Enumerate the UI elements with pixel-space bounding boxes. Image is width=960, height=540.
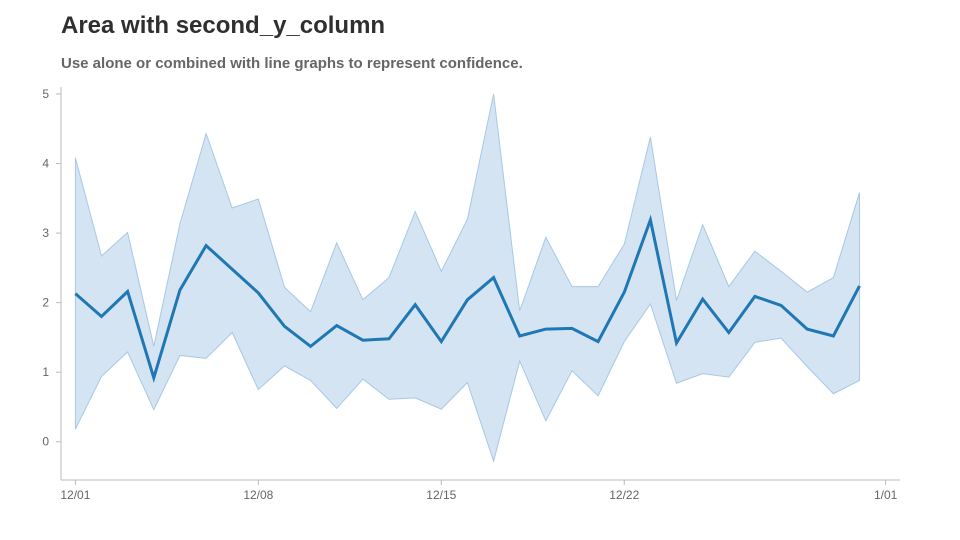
x-tick-label: 1/01 <box>874 488 898 502</box>
y-tick-label: 4 <box>42 157 49 171</box>
y-tick-label: 5 <box>42 87 49 101</box>
chart-title: Area with second_y_column <box>61 12 386 39</box>
y-tick-label: 1 <box>42 365 49 379</box>
y-tick-label: 3 <box>42 226 49 240</box>
x-tick-label: 12/01 <box>60 488 90 502</box>
x-tick-label: 12/22 <box>609 488 639 502</box>
x-tick-label: 12/08 <box>243 488 273 502</box>
confidence-band-area <box>74 93 860 463</box>
value-line-layer <box>74 214 861 384</box>
chart-subtitle: Use alone or combined with line graphs t… <box>61 55 523 72</box>
confidence-band-layer <box>74 93 860 463</box>
axes-layer: 0 1 2 3 4 5 12/01 12/08 12/15 12/22 1/01 <box>42 87 900 502</box>
y-tick-label: 0 <box>42 435 49 449</box>
y-tick-label: 2 <box>42 296 49 310</box>
value-line <box>74 214 861 384</box>
x-tick-label: 12/15 <box>426 488 456 502</box>
